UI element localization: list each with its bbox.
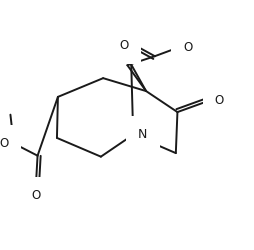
Text: O: O bbox=[120, 39, 129, 52]
Text: N: N bbox=[138, 128, 147, 141]
Text: O: O bbox=[0, 137, 9, 150]
Text: O: O bbox=[31, 189, 41, 202]
Text: O: O bbox=[215, 94, 224, 107]
Text: O: O bbox=[183, 41, 193, 54]
